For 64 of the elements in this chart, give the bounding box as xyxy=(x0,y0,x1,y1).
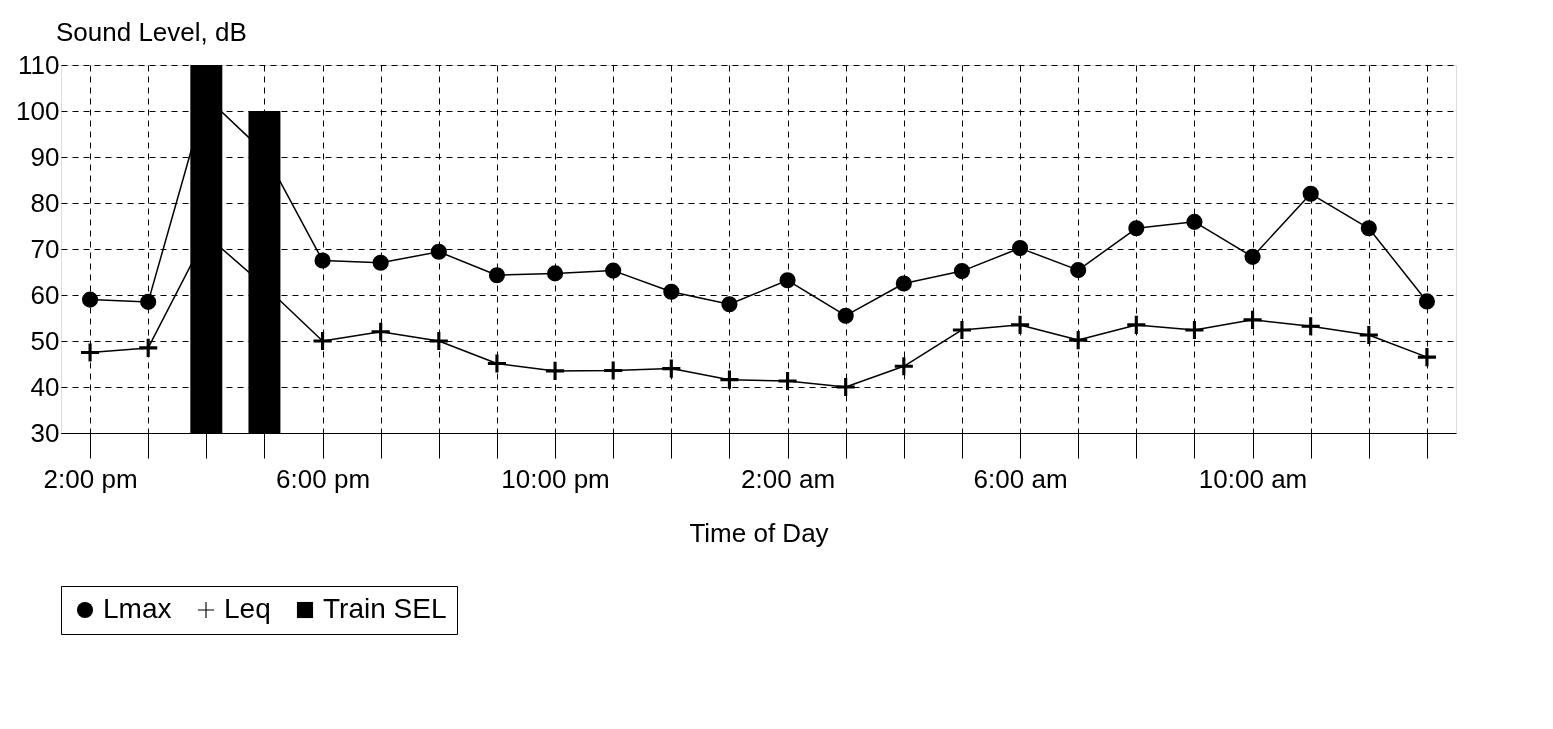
point xyxy=(1301,317,1320,336)
y-tick-label: 50 xyxy=(30,325,60,356)
point xyxy=(779,272,796,289)
x-tick-label: 6:00 am xyxy=(973,463,1068,494)
point xyxy=(895,275,912,292)
y-tick-label: 30 xyxy=(30,417,60,448)
point xyxy=(429,331,448,351)
y-tick-label: 60 xyxy=(30,279,60,310)
point xyxy=(1244,248,1261,265)
point xyxy=(1128,220,1145,237)
point xyxy=(953,263,971,280)
point xyxy=(720,370,739,389)
y-tick-label: 40 xyxy=(30,371,60,402)
point xyxy=(778,371,797,391)
y-tick-label: 100 xyxy=(16,95,60,126)
y-tick-label: 80 xyxy=(30,187,60,218)
point xyxy=(140,293,157,310)
point xyxy=(1011,315,1030,334)
point xyxy=(1302,185,1319,202)
point xyxy=(1185,320,1204,340)
point xyxy=(430,243,447,260)
y-tick-label: 90 xyxy=(30,141,60,172)
point xyxy=(952,320,971,340)
point xyxy=(314,252,331,269)
x-tick-label: 6:00 pm xyxy=(276,463,371,494)
point xyxy=(1070,262,1087,279)
point xyxy=(1418,293,1436,310)
point xyxy=(488,267,506,284)
point xyxy=(1243,310,1262,329)
point xyxy=(1127,315,1146,334)
point xyxy=(836,377,855,397)
point xyxy=(1069,331,1088,350)
point xyxy=(371,322,390,341)
y-axis-title: Sound Level, dB xyxy=(56,17,247,47)
point xyxy=(604,361,623,380)
legend-label: Leq xyxy=(224,593,271,624)
point xyxy=(139,338,158,357)
point xyxy=(81,343,100,362)
point xyxy=(721,296,738,313)
x-tick-label: 2:00 am xyxy=(741,463,836,494)
legend-label: Lmax xyxy=(103,593,172,624)
point xyxy=(894,357,913,376)
x-axis-title: Time of Day xyxy=(689,517,829,548)
point xyxy=(1360,220,1377,237)
point xyxy=(1186,213,1203,230)
point xyxy=(313,331,332,351)
point xyxy=(837,307,854,324)
point xyxy=(546,265,564,282)
point xyxy=(605,262,622,279)
y-tick-label: 110 xyxy=(18,49,60,80)
x-tick-label: 10:00 pm xyxy=(501,463,610,494)
x-tick-label: 10:00 am xyxy=(1198,463,1308,494)
legend-label: Train SEL xyxy=(323,593,447,624)
point xyxy=(1417,348,1436,367)
point xyxy=(81,291,99,308)
point xyxy=(1011,240,1029,257)
y-tick-label: 70 xyxy=(30,233,60,264)
x-tick-label: 2:00 pm xyxy=(43,463,138,494)
point xyxy=(663,283,680,300)
point xyxy=(546,361,565,380)
point xyxy=(1359,325,1378,345)
point xyxy=(662,359,681,378)
point xyxy=(372,254,389,271)
point xyxy=(487,354,506,373)
